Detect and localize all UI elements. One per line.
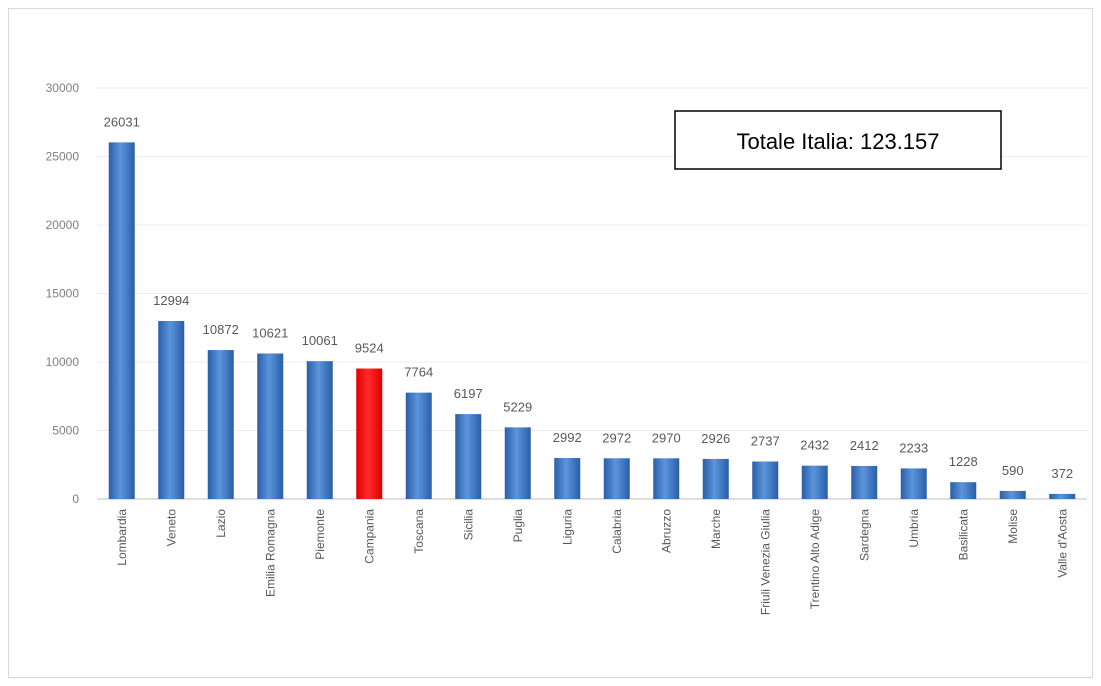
bar-marche: [702, 458, 729, 499]
data-label: 2970: [652, 430, 681, 445]
category-label: Sicilia: [461, 509, 475, 541]
data-label: 7764: [404, 365, 433, 380]
category-label: Lazio: [214, 509, 228, 538]
bars: [108, 142, 1076, 499]
data-label: 1228: [949, 454, 978, 469]
y-tick-label: 5000: [52, 424, 79, 438]
category-label: Veneto: [164, 509, 178, 547]
category-label: Basilicata: [956, 509, 970, 561]
category-label: Valle d'Aosta: [1055, 509, 1069, 578]
data-label: 2233: [899, 440, 928, 455]
y-tick-label: 15000: [46, 287, 80, 301]
data-label: 2926: [701, 431, 730, 446]
data-label: 590: [1002, 463, 1024, 478]
bar-toscana: [405, 392, 432, 499]
category-labels: Lombardia Veneto Lazio Emilia Romagna Piemon…: [115, 509, 1070, 615]
y-tick-label: 30000: [46, 81, 80, 95]
bar-basilicata: [950, 482, 977, 499]
y-axis-ticks: 0 5000 10000 15000 20000 25000 30000: [46, 81, 80, 506]
total-annotation-text: Totale Italia: 123.157: [736, 129, 939, 154]
data-label: 2972: [602, 430, 631, 445]
category-label: Marche: [709, 509, 723, 549]
category-label: Puglia: [511, 509, 525, 543]
bar-campania: [356, 368, 383, 499]
y-tick-label: 0: [72, 492, 79, 506]
data-label: 2737: [751, 434, 780, 449]
category-label: Umbria: [907, 509, 921, 548]
bar-valle-d-aosta: [1049, 493, 1076, 499]
bar-piemonte: [306, 361, 333, 499]
category-label: Liguria: [560, 509, 574, 545]
bar-puglia: [504, 427, 531, 499]
category-label: Friuli Venezia Giulia: [758, 509, 772, 615]
chart-frame: 0 5000 10000 15000 20000 25000 30000 26031 1299…: [8, 8, 1093, 678]
data-label: 10621: [252, 325, 288, 340]
data-label: 6197: [454, 386, 483, 401]
bar-lombardia: [108, 142, 135, 499]
y-tick-label: 25000: [46, 150, 80, 164]
bar-veneto: [158, 320, 185, 499]
category-label: Campania: [362, 509, 376, 564]
category-label: Emilia Romagna: [263, 509, 277, 597]
category-label: Piemonte: [313, 509, 327, 560]
data-label: 9524: [355, 341, 384, 356]
category-label: Abruzzo: [659, 509, 673, 553]
bar-emilia-romagna: [257, 353, 284, 499]
data-label: 26031: [104, 114, 140, 129]
category-label: Molise: [1006, 509, 1020, 544]
bar-calabria: [603, 458, 630, 499]
bar-sardegna: [851, 465, 878, 499]
bar-molise: [999, 490, 1026, 499]
category-label: Lombardia: [115, 509, 129, 566]
bar-sicilia: [455, 414, 482, 499]
y-tick-label: 10000: [46, 355, 80, 369]
bar-friuli-venezia-giulia: [752, 461, 779, 499]
data-label: 10061: [302, 333, 338, 348]
bar-lazio: [207, 350, 234, 499]
data-label: 12994: [153, 293, 189, 308]
data-label: 5229: [503, 399, 532, 414]
y-tick-label: 20000: [46, 218, 80, 232]
data-label: 10872: [203, 322, 239, 337]
category-label: Sardegna: [857, 509, 871, 561]
bar-abruzzo: [653, 458, 680, 499]
data-label: 2992: [553, 430, 582, 445]
bar-liguria: [554, 458, 581, 499]
data-label: 372: [1051, 466, 1073, 481]
data-label: 2432: [800, 438, 829, 453]
bar-trentino-alto-adige: [801, 465, 828, 499]
data-labels: 26031 12994 10872 10621 10061 9524 7764 6197 522…: [104, 114, 1073, 481]
bar-chart: 0 5000 10000 15000 20000 25000 30000 26031 1299…: [46, 81, 1087, 615]
data-label: 2412: [850, 438, 879, 453]
total-annotation: Totale Italia: 123.157: [674, 110, 1002, 170]
category-label: Trentino Alto Adige: [808, 509, 822, 610]
bar-umbria: [900, 468, 927, 499]
category-label: Toscana: [412, 509, 426, 554]
category-label: Calabria: [610, 509, 624, 554]
